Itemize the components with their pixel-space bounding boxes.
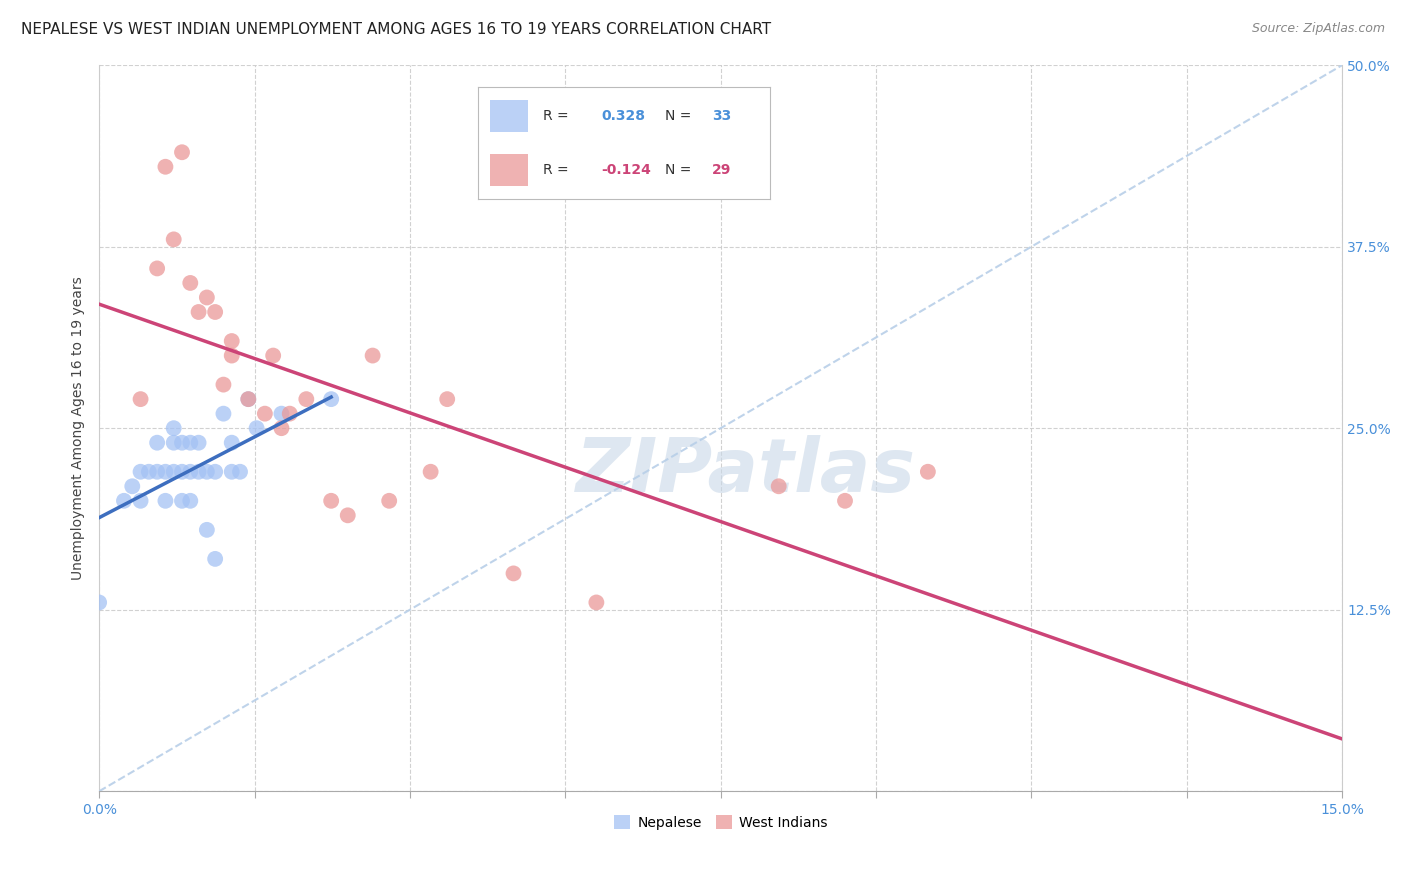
Point <box>195 290 218 304</box>
Point <box>146 261 169 276</box>
Point <box>195 523 218 537</box>
Point <box>146 435 169 450</box>
Point <box>221 435 243 450</box>
Point <box>138 465 160 479</box>
Point <box>238 392 260 406</box>
Point <box>179 493 201 508</box>
Text: NEPALESE VS WEST INDIAN UNEMPLOYMENT AMONG AGES 16 TO 19 YEARS CORRELATION CHART: NEPALESE VS WEST INDIAN UNEMPLOYMENT AMO… <box>21 22 772 37</box>
Text: ZIPatlas: ZIPatlas <box>575 435 915 508</box>
Point <box>179 435 201 450</box>
Point <box>221 334 243 348</box>
Point <box>170 465 193 479</box>
Point <box>204 465 226 479</box>
Point <box>112 493 135 508</box>
Point <box>295 392 318 406</box>
Point <box>163 421 186 435</box>
Point <box>270 407 292 421</box>
Point <box>270 421 292 435</box>
Point <box>89 595 111 609</box>
Point <box>768 479 790 493</box>
Point <box>129 465 152 479</box>
Point <box>378 493 401 508</box>
Point <box>204 552 226 566</box>
Point <box>229 465 252 479</box>
Point <box>163 232 186 246</box>
Point <box>179 465 201 479</box>
Y-axis label: Unemployment Among Ages 16 to 19 years: Unemployment Among Ages 16 to 19 years <box>72 277 86 580</box>
Point <box>163 435 186 450</box>
Point <box>502 566 524 581</box>
Point <box>585 595 607 609</box>
Point <box>834 493 856 508</box>
Point <box>436 392 458 406</box>
Point <box>155 493 177 508</box>
Point <box>170 145 193 160</box>
Point <box>212 377 235 392</box>
Point <box>146 465 169 479</box>
Text: Source: ZipAtlas.com: Source: ZipAtlas.com <box>1251 22 1385 36</box>
Point <box>221 465 243 479</box>
Point <box>278 407 301 421</box>
Point <box>179 276 201 290</box>
Point <box>361 349 384 363</box>
Point <box>187 435 209 450</box>
Point <box>187 305 209 319</box>
Point <box>336 508 359 523</box>
Legend: Nepalese, West Indians: Nepalese, West Indians <box>609 809 834 835</box>
Point <box>245 421 267 435</box>
Point <box>170 493 193 508</box>
Point <box>121 479 143 493</box>
Point <box>321 392 343 406</box>
Point <box>419 465 441 479</box>
Point <box>187 465 209 479</box>
Point <box>170 435 193 450</box>
Point <box>917 465 939 479</box>
Point <box>204 305 226 319</box>
Point <box>155 465 177 479</box>
Point <box>321 493 343 508</box>
Point <box>253 407 276 421</box>
Point <box>155 160 177 174</box>
Point <box>163 465 186 479</box>
Point <box>195 465 218 479</box>
Point <box>238 392 260 406</box>
Point <box>221 349 243 363</box>
Point <box>262 349 284 363</box>
Point <box>129 392 152 406</box>
Point <box>212 407 235 421</box>
Point <box>129 493 152 508</box>
